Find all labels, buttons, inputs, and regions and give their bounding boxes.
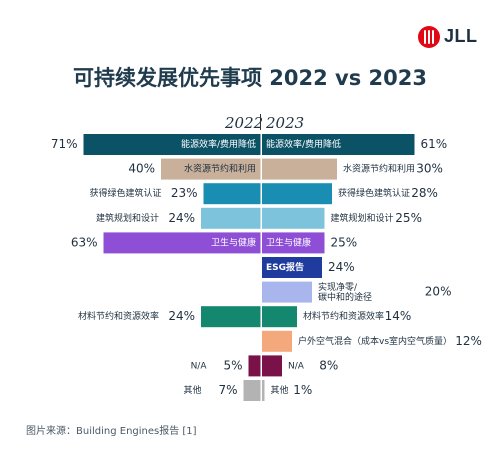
category-label-2023: 材料节约和资源效率: [303, 310, 384, 322]
logo-text: JLL: [444, 26, 478, 46]
value-label-2022: 24%: [168, 211, 195, 225]
category-label-2022: N/A: [191, 361, 208, 371]
category-label-2023: N/A: [288, 361, 305, 371]
value-label-2023: 61%: [421, 137, 448, 151]
category-label-2022: 其他: [183, 384, 201, 396]
jll-logo: JLL: [418, 24, 490, 50]
category-label-2023: 卫生与健康: [266, 236, 311, 248]
category-label-2022: 卫生与健康: [211, 236, 256, 248]
value-label-2022: 23%: [171, 186, 198, 200]
category-label-2022: 获得绿色建筑认证: [89, 187, 161, 199]
category-label-2023: 水资源节约和利用: [343, 163, 415, 175]
value-label-2023: 28%: [411, 186, 438, 200]
year-divider: [260, 114, 261, 130]
bar-2023: [262, 232, 325, 254]
bar-2022: [161, 158, 261, 180]
bar-2023: [262, 134, 415, 155]
bar-2023: [262, 257, 322, 278]
bar-2023: [262, 330, 292, 352]
bar-2023: [262, 380, 265, 401]
bar-2022: [201, 306, 261, 328]
category-label-2023: 实现净零/碳中和的途径: [318, 281, 372, 303]
category-label-2023: 户外空气混合（成本vs室内空气质量）: [298, 335, 452, 347]
year-label-2023: 2023: [266, 114, 305, 132]
value-label-2022: 24%: [168, 309, 195, 323]
value-label-2023: 20%: [425, 285, 452, 299]
bar-2022: [243, 380, 261, 401]
value-label-2023: 8%: [319, 358, 338, 372]
bar-2022: [103, 232, 261, 254]
category-label-2022: 材料节约和资源效率: [78, 310, 159, 322]
category-label-2023: 获得绿色建筑认证: [338, 187, 410, 199]
category-label-2023: 其他: [271, 384, 289, 396]
year-label-2022: 2022: [225, 114, 264, 132]
value-label-2023: 12%: [455, 334, 482, 348]
bar-2023: [262, 355, 282, 377]
bar-2022: [83, 134, 261, 155]
value-label-2023: 25%: [331, 235, 358, 249]
value-label-2022: 63%: [71, 235, 98, 249]
category-label-2022: 水资源节约和利用: [184, 163, 256, 175]
jll-logo-icon: [418, 26, 440, 48]
value-label-2023: 30%: [416, 162, 443, 176]
value-label-2023: 1%: [293, 383, 312, 397]
bar-2023: [262, 207, 325, 229]
value-label-2023: 14%: [385, 309, 412, 323]
source-note: 图片来源：Building Engines报告 [1]: [26, 426, 197, 437]
value-label-2022: 71%: [51, 137, 78, 151]
value-label-2023: 24%: [328, 260, 355, 274]
value-label-2022: 40%: [128, 162, 155, 176]
bar-2022: [201, 207, 261, 229]
bar-2022: [248, 355, 261, 377]
value-label-2022: 7%: [218, 383, 237, 397]
bar-2023: [262, 158, 337, 180]
value-label-2023: 25%: [395, 211, 422, 225]
category-label-2023: ESG报告: [266, 261, 304, 273]
category-label-2023: 能源效率/费用降低: [266, 138, 341, 150]
bar-2023: [262, 281, 312, 303]
bar-2022: [203, 183, 261, 205]
bar-2023: [262, 306, 297, 328]
category-label-2023: 建筑规划和设计: [331, 212, 394, 224]
bar-2023: [262, 183, 332, 205]
chart-title: 可持续发展优先事项 2022 vs 2023: [72, 66, 427, 90]
value-label-2022: 5%: [223, 358, 242, 372]
category-label-2022: 能源效率/费用降低: [181, 138, 256, 150]
category-label-2022: 建筑规划和设计: [96, 212, 159, 224]
